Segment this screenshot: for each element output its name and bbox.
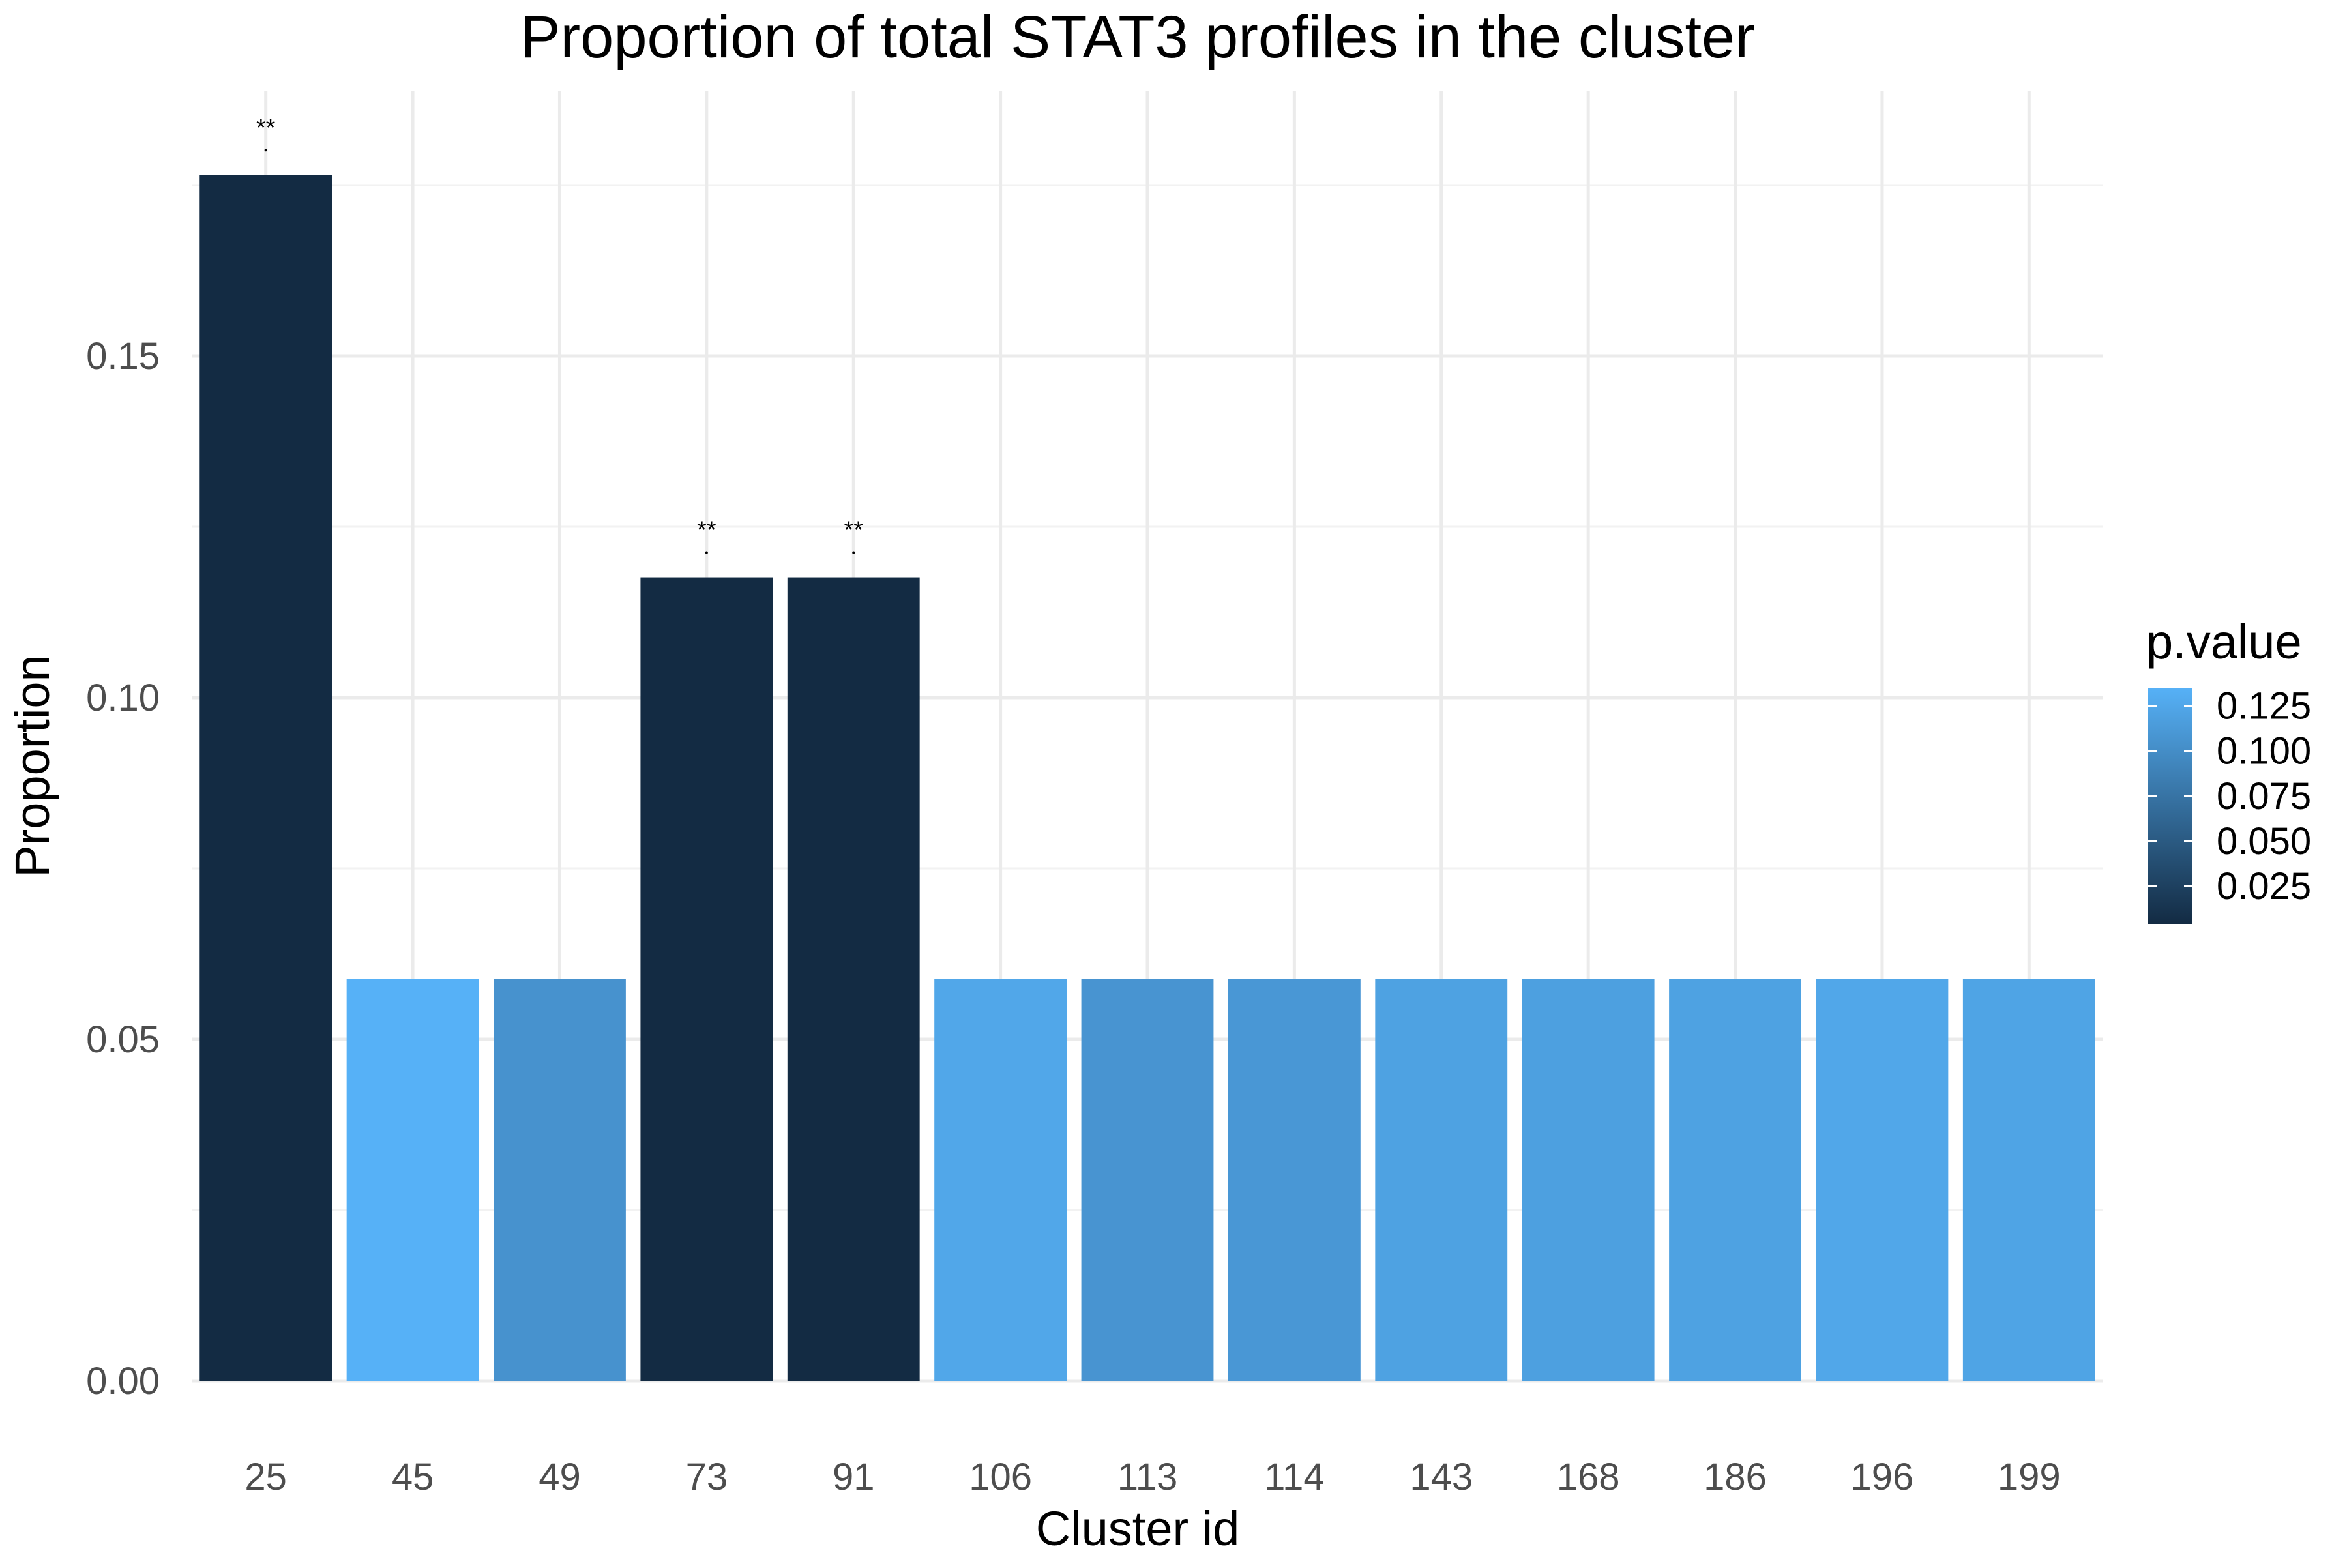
- significance-label: **: [697, 517, 716, 544]
- x-tick-label: 114: [1264, 1456, 1324, 1498]
- significance-dot: [852, 551, 855, 554]
- bar-25: [199, 175, 332, 1381]
- x-tick-label: 106: [969, 1456, 1032, 1498]
- x-axis-label: Cluster id: [1036, 1501, 1240, 1556]
- y-tick-label: 0.00: [86, 1360, 160, 1402]
- bar-91: [787, 577, 920, 1381]
- annotation-layer: ** ** **: [256, 114, 863, 554]
- x-tick-label: 196: [1851, 1456, 1914, 1498]
- y-tick-label: 0.10: [86, 677, 160, 719]
- x-axis-ticks: 25 45 49 73 91 106 113 114 143 168 186 196 199: [244, 1456, 2060, 1498]
- legend-tick-label: 0.100: [2217, 730, 2311, 773]
- significance-dot: [264, 149, 267, 152]
- x-tick-label: 143: [1410, 1456, 1473, 1498]
- y-axis-label: Proportion: [5, 655, 59, 877]
- significance-label: **: [256, 114, 276, 141]
- legend-title: p.value: [2146, 615, 2302, 669]
- y-tick-label: 0.05: [86, 1018, 160, 1061]
- bar-45: [346, 979, 479, 1381]
- bars-layer: [199, 175, 2095, 1381]
- x-tick-label: 199: [1998, 1456, 2061, 1498]
- chart-title: Proportion of total STAT3 profiles in th…: [520, 4, 1755, 70]
- bar-49: [494, 979, 626, 1381]
- bar-168: [1522, 979, 1655, 1381]
- bar-113: [1081, 979, 1214, 1381]
- legend-tick-label: 0.025: [2217, 865, 2311, 908]
- bar-106: [934, 979, 1067, 1381]
- legend-colorbar: [2148, 688, 2192, 924]
- legend-tick-label: 0.125: [2217, 685, 2311, 728]
- significance-label: **: [844, 517, 863, 544]
- bar-143: [1375, 979, 1508, 1381]
- significance-dot: [705, 551, 708, 554]
- y-tick-label: 0.15: [86, 335, 160, 377]
- x-tick-label: 49: [539, 1456, 581, 1498]
- legend-tick-label: 0.075: [2217, 775, 2311, 818]
- bar-186: [1669, 979, 1801, 1381]
- bar-196: [1816, 979, 1949, 1381]
- x-tick-label: 186: [1704, 1456, 1767, 1498]
- legend-tick-label: 0.050: [2217, 820, 2311, 863]
- x-tick-label: 25: [244, 1456, 287, 1498]
- x-tick-label: 168: [1557, 1456, 1620, 1498]
- x-tick-label: 91: [833, 1456, 875, 1498]
- x-tick-label: 73: [686, 1456, 728, 1498]
- x-tick-label: 45: [392, 1456, 434, 1498]
- x-tick-label: 113: [1117, 1456, 1177, 1498]
- bar-114: [1228, 979, 1361, 1381]
- bar-73: [640, 577, 773, 1381]
- bar-199: [1962, 979, 2095, 1381]
- y-axis-ticks: 0.00 0.05 0.10 0.15: [86, 335, 160, 1402]
